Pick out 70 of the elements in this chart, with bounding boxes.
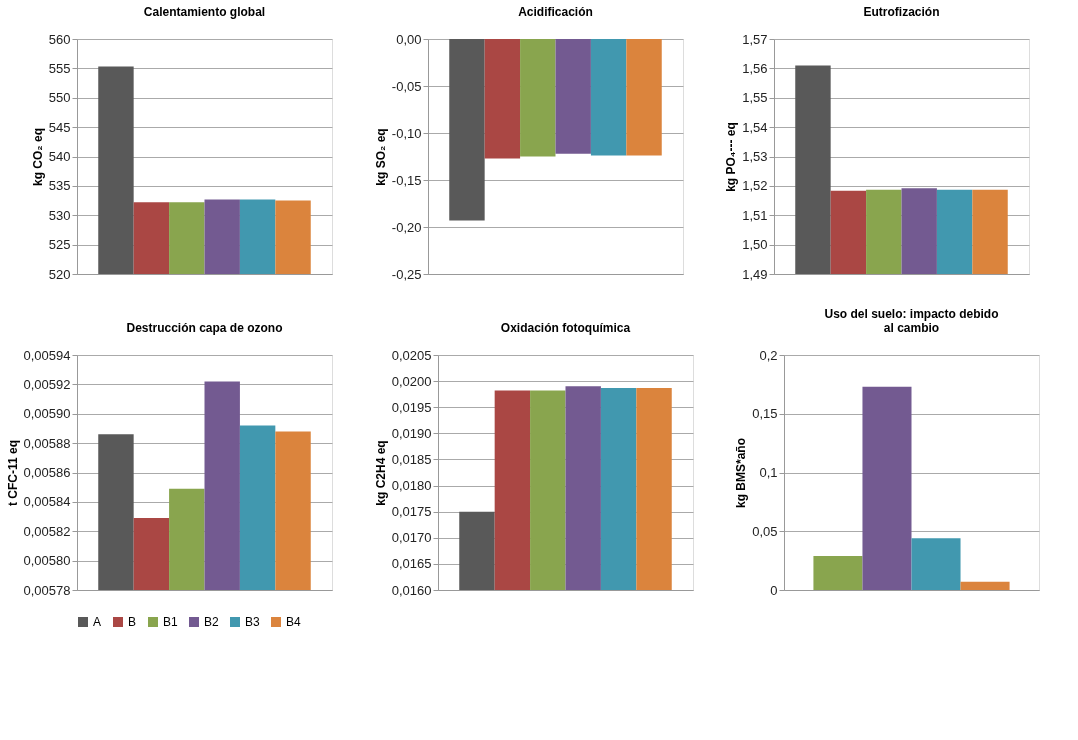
y-tick-label: 0,0190 — [391, 425, 432, 441]
y-tick-label: 560 — [48, 31, 71, 47]
y-axis-title: kg CO₂ eq — [30, 127, 45, 187]
y-tick-label: 0,00588 — [23, 435, 71, 451]
y-tick-label: 0,15 — [752, 406, 778, 422]
y-tick-label: 0,0160 — [391, 582, 432, 598]
y-tick-label: 1,54 — [742, 119, 768, 135]
y-tick-label: 0,05 — [752, 523, 778, 539]
y-tick-label: 525 — [48, 237, 71, 253]
y-tick-label: 530 — [48, 207, 71, 223]
y-tick-label: 0,0205 — [391, 347, 432, 363]
legend-label: B4 — [286, 615, 301, 629]
bar — [813, 555, 863, 590]
y-tick-label: 535 — [48, 178, 71, 194]
y-tick-label: 0,1 — [759, 465, 778, 480]
y-tick-label: 555 — [48, 60, 71, 76]
y-axis-title: kg PO₄--- eq — [724, 122, 739, 192]
y-tick-label: 0,0165 — [391, 556, 432, 572]
y-tick-label: 0,0180 — [391, 478, 432, 494]
legend-label: B2 — [204, 615, 219, 629]
legend-label: A — [93, 615, 102, 629]
y-axis-title: kg C2H4 eq — [373, 440, 388, 506]
y-tick-label: 0,00584 — [23, 494, 71, 510]
y-axis-title: t CFC-11 eq — [5, 439, 20, 507]
y-tick-label: 0,00582 — [23, 523, 71, 539]
chart-title: Destrucción capa de ozono — [126, 321, 283, 335]
y-tick-label: 1,53 — [742, 149, 768, 164]
y-tick-label: 0,0170 — [391, 530, 432, 546]
chart-title: Oxidación fotoquímica — [500, 321, 631, 335]
chart-title: Acidificación — [518, 5, 593, 19]
y-tick-label: 0 — [770, 582, 778, 598]
y-tick-label: 0,0200 — [391, 373, 432, 389]
bar — [862, 386, 912, 590]
y-tick-label: 1,49 — [742, 266, 768, 282]
y-tick-label: 1,51 — [742, 207, 768, 223]
bar — [960, 581, 1010, 590]
chart-title: Eutrofización — [863, 5, 940, 19]
y-tick-label: 0,00590 — [23, 406, 71, 422]
bar — [911, 538, 961, 590]
y-tick-label: 0,00 — [396, 31, 422, 47]
legend-label: B — [128, 615, 137, 629]
y-tick-label: 540 — [48, 149, 71, 164]
y-axis-title: kg BMS*año — [734, 437, 749, 509]
y-tick-label: 1,52 — [742, 178, 768, 194]
y-tick-label: -0,20 — [391, 219, 422, 235]
y-tick-label: 545 — [48, 119, 71, 135]
y-axis-title: kg SO₂ eq — [373, 128, 388, 186]
y-tick-label: -0,25 — [391, 266, 422, 282]
y-tick-label: 0,00592 — [23, 376, 71, 392]
y-tick-label: -0,05 — [391, 78, 422, 94]
y-tick-label: 1,57 — [742, 31, 768, 47]
y-tick-label: 1,50 — [742, 237, 768, 253]
y-tick-label: 550 — [48, 90, 71, 106]
chart-title: Calentamiento global — [143, 5, 266, 19]
y-tick-label: 0,00594 — [23, 347, 71, 363]
y-tick-label: 1,55 — [742, 90, 768, 106]
y-tick-label: 0,00578 — [23, 582, 71, 598]
y-tick-label: 0,0175 — [391, 504, 432, 520]
y-tick-label: 1,56 — [742, 60, 768, 76]
legend-label: B3 — [245, 615, 260, 629]
y-tick-label: 0,0185 — [391, 451, 432, 467]
y-tick-label: 520 — [48, 266, 71, 282]
y-tick-label: 0,0195 — [391, 399, 432, 415]
y-tick-label: 0,00586 — [23, 465, 71, 480]
y-tick-label: 0,00580 — [23, 553, 71, 569]
y-tick-label: -0,10 — [391, 125, 422, 141]
y-tick-label: 0,2 — [759, 347, 778, 363]
y-tick-label: -0,15 — [391, 172, 422, 188]
legend-label: B1 — [163, 615, 178, 629]
chart-title: Uso del suelo: impacto debido al cambio — [824, 307, 999, 335]
